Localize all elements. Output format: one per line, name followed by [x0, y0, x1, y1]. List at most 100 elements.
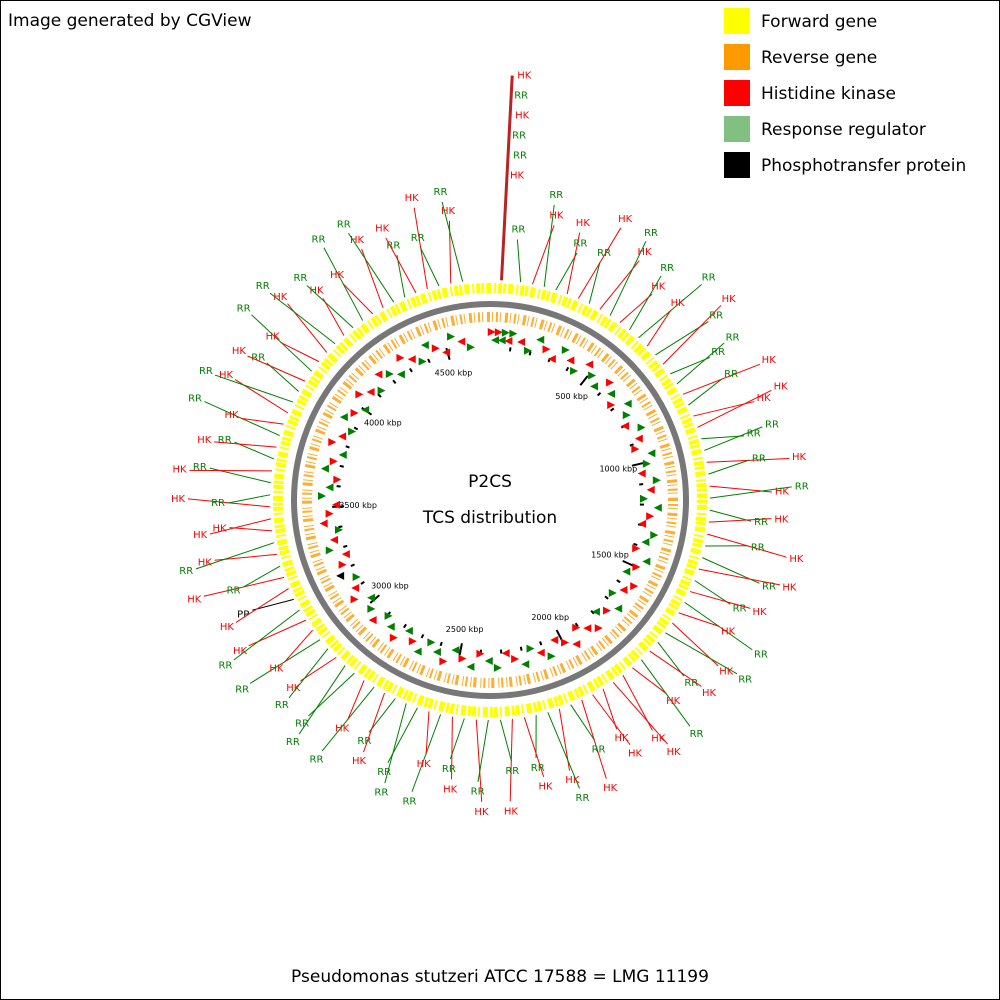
feature-connector	[689, 591, 751, 609]
major-tick	[579, 375, 589, 386]
feature-marker	[350, 595, 359, 604]
feature-connector	[657, 641, 685, 677]
feature-label: HK	[637, 247, 652, 258]
tick-label: 2500 kbp	[446, 625, 484, 634]
feature-marker	[367, 593, 376, 602]
tick-label: 3500 kbp	[339, 501, 377, 510]
feature-marker	[619, 586, 628, 595]
minor-tick	[508, 347, 512, 352]
feature-connector	[298, 665, 346, 735]
feature-connector	[697, 389, 772, 428]
feature-marker	[332, 500, 341, 509]
feature-marker	[632, 544, 641, 553]
feature-marker	[389, 633, 398, 642]
feature-marker	[614, 604, 623, 613]
tick-label: 2000 kbp	[531, 613, 569, 622]
major-tick	[622, 559, 635, 567]
feature-label: RR	[754, 517, 768, 528]
feature-connector	[708, 459, 750, 475]
feature-label: HK	[504, 806, 519, 817]
feature-marker	[355, 390, 364, 399]
feature-label: HK	[549, 211, 564, 222]
feature-connector	[242, 565, 281, 588]
feature-marker	[637, 423, 646, 432]
feature-connector	[451, 716, 453, 780]
feature-connector	[646, 310, 672, 347]
feature-label: RR	[374, 787, 388, 798]
feature-connector	[396, 255, 406, 298]
feature-label: RR	[211, 498, 225, 509]
feature-marker	[334, 525, 343, 534]
feature-label: RR	[337, 219, 351, 230]
feature-label: RR	[227, 586, 241, 597]
map-title: P2CS	[468, 472, 512, 492]
feature-marker	[550, 635, 559, 644]
feature-marker	[476, 649, 485, 658]
feature-label: HK	[330, 270, 345, 281]
feature-label: HK	[350, 235, 365, 246]
minor-tick	[596, 392, 602, 397]
feature-connector	[665, 632, 738, 675]
legend-label: Histidine kinase	[761, 84, 896, 104]
feature-label: RR	[597, 248, 611, 259]
feature-marker	[330, 535, 339, 544]
feature-label: HK	[375, 224, 390, 235]
feature-marker	[420, 341, 429, 350]
feature-marker	[606, 378, 615, 387]
feature-label: RR	[402, 796, 416, 807]
feature-label: HK	[603, 783, 618, 794]
feature-connector	[704, 426, 763, 451]
legend-swatch	[724, 80, 750, 106]
feature-connector	[516, 239, 522, 283]
feature-connector	[269, 292, 336, 345]
feature-connector	[300, 656, 337, 682]
feature-label: HK	[219, 370, 234, 381]
feature-marker	[329, 457, 338, 466]
feature-label: HK	[671, 298, 686, 309]
feature-label: RR	[747, 428, 761, 439]
footer: Pseudomonas stutzeri ATCC 17588 = LMG 11…	[291, 967, 709, 987]
feature-marker	[404, 626, 413, 635]
feature-connector	[632, 667, 667, 695]
feature-marker	[466, 662, 475, 671]
feature-marker	[431, 344, 440, 353]
feature-label: RR	[765, 419, 779, 430]
minor-tick	[439, 641, 443, 647]
feature-connector	[363, 692, 385, 753]
feature-label: RR	[275, 700, 289, 711]
feature-label: RR	[644, 228, 658, 239]
feature-label: PP	[237, 609, 249, 620]
feature-label: HK	[212, 524, 227, 535]
minor-tick	[392, 379, 397, 385]
feature-marker	[650, 531, 659, 540]
minor-tick	[574, 622, 579, 628]
feature-label: HK	[286, 683, 301, 694]
feature-marker	[583, 624, 592, 633]
feature-label: HK	[702, 688, 717, 699]
feature-marker	[333, 475, 342, 484]
tick-label: 1500 kbp	[591, 551, 629, 560]
feature-connector	[280, 341, 320, 363]
feature-marker	[647, 449, 656, 458]
feature-label: RR	[513, 150, 527, 161]
feature-connector	[288, 648, 329, 699]
feature-marker	[521, 660, 530, 669]
minor-tick	[338, 525, 343, 529]
feature-label: HK	[618, 214, 633, 225]
feature-marker	[570, 366, 579, 375]
feature-marker	[622, 567, 631, 576]
map-subtitle: TCS distribution	[422, 508, 557, 528]
feature-marker	[466, 343, 475, 352]
feature-marker	[652, 476, 661, 485]
feature-marker	[639, 494, 648, 503]
feature-marker	[642, 459, 651, 468]
feature-label: RR	[751, 542, 765, 553]
feature-label: RR	[752, 454, 766, 465]
feature-marker	[328, 438, 337, 447]
feature-connector	[698, 568, 780, 586]
feature-connector	[662, 305, 722, 365]
feature-label: RR	[724, 369, 738, 380]
feature-label: RR	[576, 793, 590, 804]
feature-label: HK	[171, 494, 186, 505]
